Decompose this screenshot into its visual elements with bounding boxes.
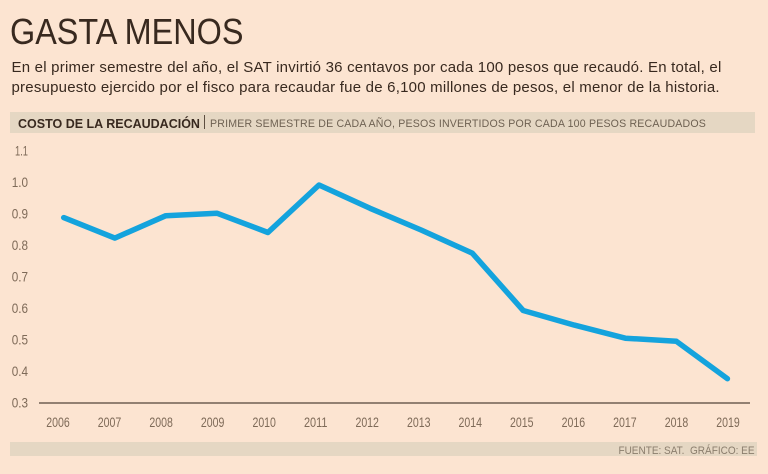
svg-text:2009: 2009 xyxy=(201,414,225,430)
svg-text:0.4: 0.4 xyxy=(12,364,29,379)
svg-text:2006: 2006 xyxy=(46,414,70,430)
svg-text:2013: 2013 xyxy=(407,414,431,430)
svg-text:1.0: 1.0 xyxy=(12,175,29,190)
svg-text:2010: 2010 xyxy=(252,414,276,430)
svg-text:2008: 2008 xyxy=(149,414,173,430)
svg-text:0.8: 0.8 xyxy=(12,238,28,253)
svg-text:2014: 2014 xyxy=(459,414,483,430)
svg-text:0.5: 0.5 xyxy=(12,333,28,348)
svg-text:2016: 2016 xyxy=(562,414,586,430)
svg-text:2011: 2011 xyxy=(304,414,328,430)
svg-text:1.1: 1.1 xyxy=(15,144,28,159)
svg-text:2012: 2012 xyxy=(355,414,379,430)
svg-text:2017: 2017 xyxy=(613,414,637,430)
svg-text:0.6: 0.6 xyxy=(12,301,28,316)
svg-text:0.3: 0.3 xyxy=(12,396,28,411)
svg-text:2018: 2018 xyxy=(665,414,689,430)
svg-text:2015: 2015 xyxy=(510,414,534,430)
svg-text:2007: 2007 xyxy=(98,414,122,430)
svg-text:2019: 2019 xyxy=(716,414,740,430)
svg-text:0.7: 0.7 xyxy=(12,270,28,285)
svg-text:0.9: 0.9 xyxy=(12,207,28,222)
